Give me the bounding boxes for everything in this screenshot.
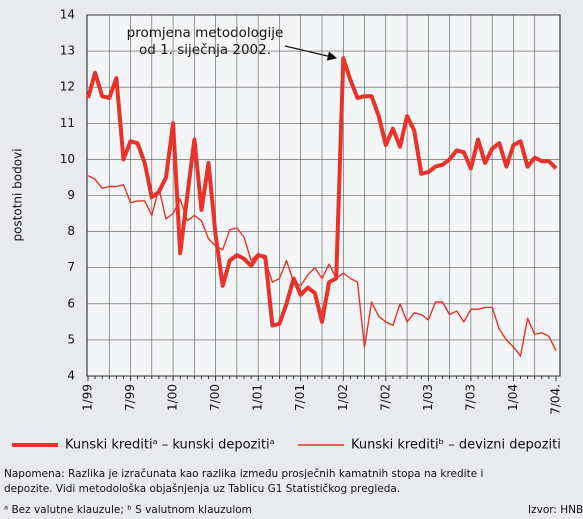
y-tick-label: 10 [60, 152, 75, 166]
legend-label: Kunski kreditiᵇ – devizni depoziti [351, 438, 561, 453]
y-tick-label: 11 [60, 116, 75, 130]
x-tick-label: 1/99 [81, 384, 95, 411]
footnote: ᵃ Bez valutne klauzule; ᵇ S valutnom kla… [4, 504, 252, 516]
x-tick-label: 1/02 [336, 384, 350, 411]
annotation-arrow [284, 45, 338, 61]
x-tick-label: 1/04 [506, 384, 520, 411]
x-tick-label: 7/03 [463, 384, 477, 411]
y-tick-label: 6 [67, 296, 75, 310]
x-tick-label: 7/00 [208, 384, 222, 411]
x-tick-label: 7/02 [378, 384, 392, 411]
y-tick-label: 12 [60, 80, 75, 94]
source: Izvor: HNB [528, 504, 583, 516]
x-tick-label: 7/01 [293, 384, 307, 411]
note: depozite. Vidi metodološka objašnjenja u… [4, 483, 400, 495]
note: Napomena: Razlika je izračunata kao razl… [4, 468, 483, 480]
y-tick-label: 9 [67, 188, 75, 202]
line-series [86, 56, 558, 328]
annotation: od 1. siječnja 2002. [139, 42, 271, 58]
y-tick-label: 7 [67, 260, 75, 274]
y-tick-label: 14 [60, 8, 75, 22]
y-tick-label: 5 [67, 332, 75, 346]
x-tick-label: 7/99 [123, 384, 137, 411]
x-tick-label: 1/01 [251, 384, 265, 411]
legend-label: Kunski kreditiᵃ – kunski depozitiᵃ [65, 438, 275, 453]
y-tick-label: 13 [60, 44, 75, 58]
y-tick-label: 8 [67, 224, 75, 238]
line-series [87, 174, 557, 357]
x-tick-label: 1/00 [166, 384, 180, 411]
x-tick-label: 7/04. [549, 384, 563, 415]
y-tick-label: 4 [67, 369, 75, 383]
y-axis-label: postotni bodovi [11, 148, 25, 241]
x-tick-label: 1/03 [421, 384, 435, 411]
annotation: promjena metodologije [127, 25, 284, 41]
